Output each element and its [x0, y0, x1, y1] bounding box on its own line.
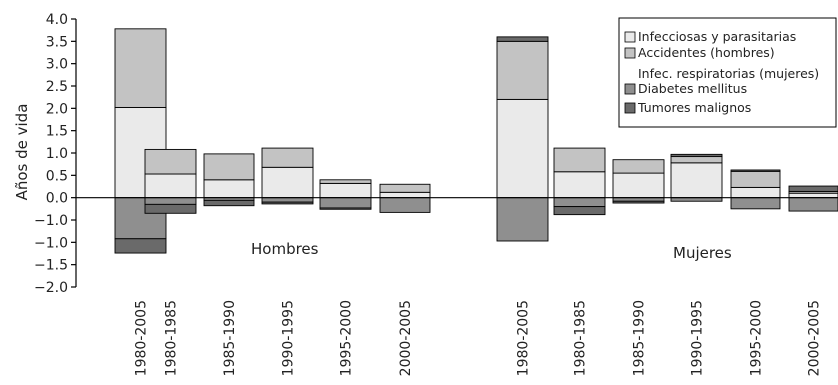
bar-segment	[114, 238, 167, 254]
legend-label-accidentes: Accidentes (hombres)	[638, 45, 775, 60]
bar-segment	[319, 179, 372, 184]
y-tick-label: −1.0	[34, 235, 68, 251]
bar-segment	[379, 191, 431, 199]
category-label: 1995-2000	[749, 300, 765, 376]
bar-segment	[144, 148, 197, 175]
y-tick-label: −1.5	[34, 258, 68, 274]
y-tick-label: 3.5	[46, 34, 68, 50]
bar-segment	[496, 40, 549, 100]
bar-segment	[670, 156, 723, 164]
category-label: 1985-1990	[632, 300, 648, 376]
y-tick-label: 1.5	[46, 124, 68, 140]
bar-segment	[261, 147, 314, 168]
category-label: 1980-1985	[164, 300, 180, 376]
bar-segment	[379, 197, 431, 213]
bar-segment	[319, 207, 372, 210]
bar-segment	[612, 172, 665, 199]
bar-segment	[730, 169, 781, 172]
bar-segment	[788, 185, 838, 192]
bar-segment	[496, 98, 549, 199]
category-label: 2000-2005	[807, 300, 823, 376]
bar-segment	[203, 153, 255, 181]
y-tick-label: 0.5	[46, 168, 68, 184]
bar-segment	[144, 197, 197, 205]
legend-swatch-infecciosas	[624, 31, 636, 43]
bar-segment	[788, 197, 838, 212]
y-tick-label: 0.0	[46, 191, 68, 207]
bar-segment	[730, 186, 781, 199]
legend-label-infecciosas: Infecciosas y parasitarias	[638, 29, 796, 44]
panel-label-hombres: Hombres	[251, 240, 319, 258]
bar-segment	[553, 206, 606, 216]
bar-segment	[612, 159, 665, 174]
bar-segment	[553, 147, 606, 173]
category-label: 1980-1985	[573, 300, 589, 376]
bar-segment	[553, 171, 606, 199]
category-label: 1980-2005	[134, 300, 150, 376]
bar-segment	[670, 153, 723, 158]
category-label: 1980-2005	[516, 300, 532, 376]
bar-segment	[496, 197, 549, 242]
bar-segment	[319, 182, 372, 199]
category-label: 2000-2005	[398, 300, 414, 376]
bar-segment	[496, 36, 549, 42]
y-tick-label: 3.0	[46, 57, 68, 73]
y-tick-label: 2.0	[46, 101, 68, 117]
legend: Infecciosas y parasitarias Accidentes (h…	[618, 17, 837, 128]
bar-segment	[261, 201, 314, 205]
panel-label-mujeres: Mujeres	[673, 244, 732, 262]
legend-swatch-tumores	[624, 102, 636, 114]
y-tick-label: 1.0	[46, 146, 68, 162]
bar-segment	[203, 179, 255, 199]
legend-box	[618, 17, 837, 128]
category-label: 1990-1995	[281, 300, 297, 376]
category-label: 1990-1995	[690, 300, 706, 376]
category-label: 1995-2000	[339, 300, 355, 376]
bar-segment	[144, 173, 197, 199]
y-tick-label: −2.0	[34, 280, 68, 296]
legend-label-diabetes: Diabetes mellitus	[638, 81, 747, 96]
bar-segment	[670, 162, 723, 199]
legend-label-infec-respiratorias: Infec. respiratorias (mujeres)	[638, 66, 819, 81]
y-tick-label: 4.0	[46, 12, 68, 28]
bar-segment	[379, 183, 431, 193]
bar-segment	[730, 170, 781, 188]
bar-segment	[203, 199, 255, 207]
bar-segment	[114, 28, 167, 108]
bar-segment	[261, 197, 314, 203]
category-label: 1985-1990	[222, 300, 238, 376]
y-tick-label: −1.0	[34, 213, 68, 229]
y-ticks: 4.0 3.5 3.0 2.5 2.0 1.5 1.0 0.5 0.0 −1.0 −1.0 −1.5 −…	[34, 12, 76, 296]
y-tick-label: 2.5	[46, 79, 68, 95]
legend-swatch-accidentes	[624, 47, 636, 59]
bar-segment	[553, 197, 606, 208]
bar-segment	[261, 166, 314, 199]
legend-label-tumores: Tumores malignos	[637, 100, 751, 115]
bars-layer	[114, 28, 838, 254]
bar-segment	[612, 200, 665, 204]
bar-segment	[730, 197, 781, 210]
legend-swatch-diabetes	[624, 83, 636, 95]
bar-segment	[319, 197, 372, 209]
category-labels: 1980-2005 1980-1985 1985-1990 1990-1995 1995…	[134, 300, 823, 376]
bar-segment	[788, 192, 838, 199]
bar-segment	[144, 203, 197, 214]
y-axis-title: Años de vida	[13, 104, 31, 201]
